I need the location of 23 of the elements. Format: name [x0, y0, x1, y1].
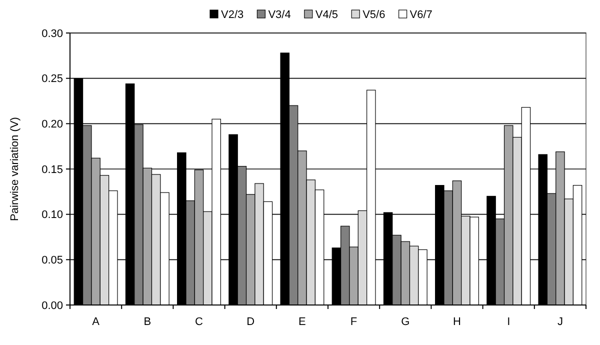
x-tick-label: C [195, 316, 204, 328]
y-tick-label: 0.10 [42, 209, 63, 222]
legend-label: V6/7 [410, 9, 432, 21]
x-tick-label: F [350, 316, 358, 328]
y-tick-label: 0.20 [42, 118, 63, 131]
y-tick-label: 0.15 [42, 164, 63, 176]
x-tick-label: B [144, 316, 152, 328]
x-tick-label: J [557, 316, 563, 328]
legend-label: V4/5 [315, 9, 338, 21]
legend-label: V2/3 [221, 9, 244, 21]
x-tick-label: H [453, 316, 462, 328]
y-tick-label: 0.05 [42, 254, 63, 267]
legend-label: V3/4 [268, 9, 291, 21]
x-tick-label: E [298, 316, 306, 328]
x-tick-label: A [92, 316, 100, 328]
x-tick-label: D [246, 316, 255, 328]
y-tick-label: 0.30 [42, 28, 63, 40]
y-tick-label: 0.00 [42, 300, 63, 312]
x-tick-label: I [507, 316, 510, 328]
x-tick-label: G [401, 316, 410, 328]
legend-label: V5/6 [362, 9, 386, 21]
y-axis-title: Pairwise variation (V) [9, 117, 21, 221]
y-tick-label: 0.25 [42, 73, 63, 86]
